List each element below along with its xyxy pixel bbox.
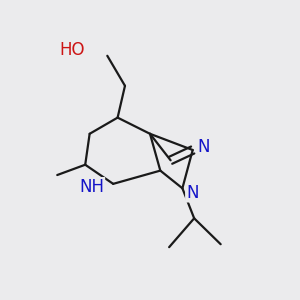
Text: N: N [186, 184, 198, 202]
Text: NH: NH [80, 178, 104, 196]
Text: HO: HO [60, 41, 85, 59]
Text: N: N [197, 138, 210, 156]
Text: HO: HO [60, 41, 85, 59]
Text: NH: NH [80, 178, 104, 196]
Text: N: N [186, 184, 198, 202]
Text: N: N [197, 138, 210, 156]
